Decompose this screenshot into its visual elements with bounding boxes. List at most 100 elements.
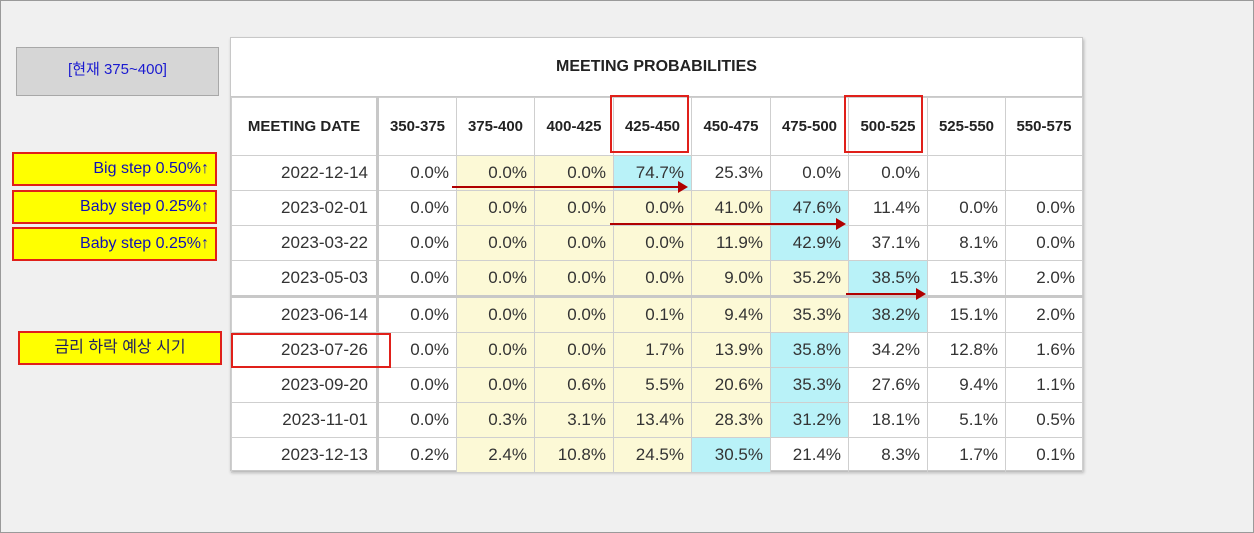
probability-cell: 2.0%	[1005, 260, 1083, 297]
table-row: 2023-05-03 0.0% 0.0% 0.0% 0.0% 9.0% 35.2…	[231, 260, 1083, 297]
note-big-step-label: Big step 0.50%↑	[93, 160, 209, 177]
highlight-2023-07-26	[231, 333, 391, 368]
header-400-425[interactable]: 400-425	[534, 97, 614, 156]
probability-cell: 15.1%	[927, 295, 1006, 333]
probability-cell: 1.6%	[1005, 332, 1083, 368]
probability-cell: 42.9%	[770, 225, 849, 261]
header-meeting-date[interactable]: MEETING DATE	[231, 97, 379, 156]
probability-cell: 0.1%	[1005, 437, 1083, 473]
probability-cell: 0.0%	[377, 402, 457, 438]
probability-cell: 0.0%	[377, 190, 457, 226]
probability-cell: 0.6%	[534, 367, 614, 403]
probability-cell: 0.0%	[456, 332, 535, 368]
probability-cell: 8.3%	[848, 437, 928, 473]
meeting-date-cell: 2022-12-14	[231, 155, 379, 191]
probability-cell: 35.3%	[770, 367, 849, 403]
probability-cell	[1005, 155, 1083, 191]
meeting-date-cell: 2023-12-13	[231, 437, 379, 473]
probability-cell: 9.0%	[691, 260, 771, 297]
probability-cell: 37.1%	[848, 225, 928, 261]
probability-cell: 11.4%	[848, 190, 928, 226]
probability-cell: 0.0%	[377, 225, 457, 261]
probability-cell: 0.0%	[377, 295, 457, 333]
probability-cell: 0.0%	[613, 260, 692, 297]
probability-cell: 9.4%	[691, 295, 771, 333]
header-row: MEETING DATE 350-375 375-400 400-425 425…	[231, 97, 1083, 156]
header-500-525[interactable]: 500-525	[848, 97, 928, 156]
probability-cell: 31.2%	[770, 402, 849, 438]
highlight-425-450	[610, 95, 689, 153]
table-row: 2022-12-14 0.0% 0.0% 0.0% 74.7% 25.3% 0.…	[231, 155, 1083, 191]
probability-cell: 20.6%	[691, 367, 771, 403]
probability-cell: 9.4%	[927, 367, 1006, 403]
note-baby-step-2: Baby step 0.25%↑	[12, 227, 217, 261]
probability-cell: 0.0%	[613, 190, 692, 226]
probability-cell: 0.0%	[534, 225, 614, 261]
table-row: 2023-03-22 0.0% 0.0% 0.0% 0.0% 11.9% 42.…	[231, 225, 1083, 261]
probability-cell: 24.5%	[613, 437, 692, 473]
table-row: 2023-07-26 0.0% 0.0% 0.0% 1.7% 13.9% 35.…	[231, 332, 1083, 368]
probability-cell	[927, 155, 1006, 191]
probability-cell: 25.3%	[691, 155, 771, 191]
table-row: 2023-06-14 0.0% 0.0% 0.0% 0.1% 9.4% 35.3…	[231, 295, 1083, 333]
probability-cell: 0.0%	[848, 155, 928, 191]
probability-cell: 21.4%	[770, 437, 849, 473]
probability-cell: 13.4%	[613, 402, 692, 438]
probability-cell: 2.4%	[456, 437, 535, 473]
probability-cell: 5.5%	[613, 367, 692, 403]
header-350-375[interactable]: 350-375	[377, 97, 457, 156]
table-row: 2023-12-13 0.2% 2.4% 10.8% 24.5% 30.5% 2…	[231, 437, 1083, 473]
current-rate-box: [현재 375~400]	[16, 47, 219, 96]
probability-cell: 35.8%	[770, 332, 849, 368]
probability-cell: 0.0%	[456, 295, 535, 333]
probabilities-table: MEETING DATE 350-375 375-400 400-425 425…	[231, 97, 1083, 473]
probability-cell: 0.0%	[534, 190, 614, 226]
probability-cell: 8.1%	[927, 225, 1006, 261]
probability-cell: 0.0%	[456, 367, 535, 403]
probability-cell: 0.0%	[1005, 190, 1083, 226]
current-rate-label: [현재 375~400]	[68, 61, 167, 78]
probability-cell: 0.0%	[456, 190, 535, 226]
probability-cell: 0.0%	[534, 332, 614, 368]
probability-cell: 1.7%	[927, 437, 1006, 473]
probability-cell: 0.0%	[534, 260, 614, 297]
note-baby-step-1: Baby step 0.25%↑	[12, 190, 217, 224]
probability-cell: 0.1%	[613, 295, 692, 333]
probability-cell: 11.9%	[691, 225, 771, 261]
probability-cell: 27.6%	[848, 367, 928, 403]
header-425-450[interactable]: 425-450	[613, 97, 692, 156]
probability-cell: 0.2%	[377, 437, 457, 473]
probability-cell: 38.2%	[848, 295, 928, 333]
meeting-date-cell: 2023-02-01	[231, 190, 379, 226]
header-550-575[interactable]: 550-575	[1005, 97, 1083, 156]
probability-cell: 0.0%	[1005, 225, 1083, 261]
arrow-big-step	[452, 181, 688, 193]
probability-cell: 1.1%	[1005, 367, 1083, 403]
probability-cell: 47.6%	[770, 190, 849, 226]
probability-cell: 12.8%	[927, 332, 1006, 368]
header-375-400[interactable]: 375-400	[456, 97, 535, 156]
probability-cell: 0.0%	[534, 155, 614, 191]
meeting-date-cell: 2023-07-26	[231, 332, 379, 368]
probability-cell: 74.7%	[613, 155, 692, 191]
header-450-475[interactable]: 450-475	[691, 97, 771, 156]
probability-cell: 0.5%	[1005, 402, 1083, 438]
probability-cell: 0.0%	[927, 190, 1006, 226]
note-rate-cut: 금리 하락 예상 시기	[18, 331, 222, 365]
probability-cell: 38.5%	[848, 260, 928, 297]
probability-cell: 3.1%	[534, 402, 614, 438]
header-475-500[interactable]: 475-500	[770, 97, 849, 156]
probability-cell: 15.3%	[927, 260, 1006, 297]
probability-cell: 0.0%	[456, 225, 535, 261]
meeting-probabilities-panel: MEETING PROBABILITIES MEETING DATE 350-3…	[230, 37, 1083, 473]
probability-cell: 18.1%	[848, 402, 928, 438]
probability-cell: 1.7%	[613, 332, 692, 368]
meeting-date-cell: 2023-05-03	[231, 260, 379, 297]
probability-cell: 0.0%	[456, 260, 535, 297]
probability-cell: 0.0%	[377, 367, 457, 403]
table-row: 2023-09-20 0.0% 0.0% 0.6% 5.5% 20.6% 35.…	[231, 367, 1083, 403]
header-525-550[interactable]: 525-550	[927, 97, 1006, 156]
probability-cell: 30.5%	[691, 437, 771, 473]
meeting-date-cell: 2023-06-14	[231, 295, 379, 333]
probability-cell: 0.0%	[377, 155, 457, 191]
